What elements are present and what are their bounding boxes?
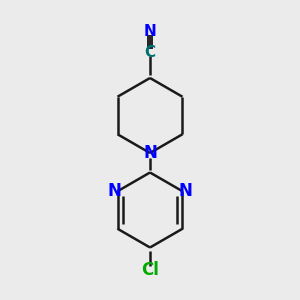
Text: N: N [143, 144, 157, 162]
Text: C: C [144, 45, 156, 60]
Text: N: N [178, 182, 192, 200]
Text: Cl: Cl [141, 261, 159, 279]
Text: N: N [144, 24, 156, 39]
Text: N: N [108, 182, 122, 200]
